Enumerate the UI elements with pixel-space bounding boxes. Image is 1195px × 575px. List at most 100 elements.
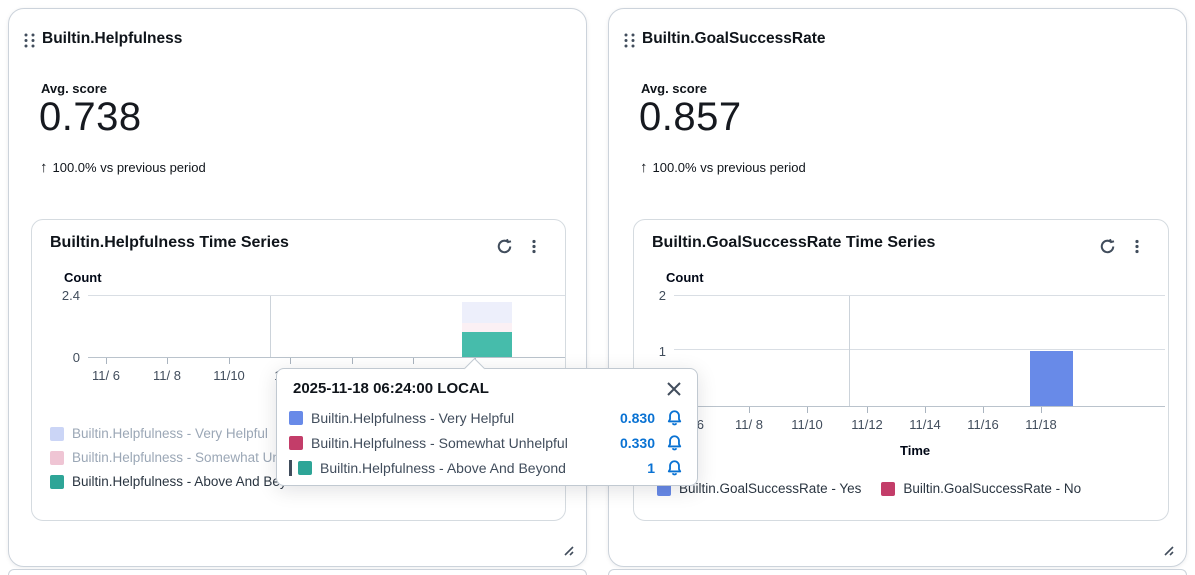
- trend-indicator: ↑ 100.0% vs previous period: [640, 160, 806, 175]
- x-tick-label: 11/12: [851, 417, 883, 432]
- metric-label: Avg. score: [41, 81, 107, 96]
- legend-label: Builtin.Helpfulness - Very Helpful: [72, 426, 268, 441]
- series-value-link[interactable]: 1: [647, 459, 655, 476]
- y-tick-label: 2.4: [61, 288, 80, 303]
- metric-value: 0.857: [639, 95, 742, 139]
- legend-item[interactable]: Builtin.Helpfulness - Above And Beyond: [50, 474, 320, 489]
- trend-up-icon: ↑: [40, 159, 48, 176]
- x-tick-mark: [749, 407, 750, 413]
- x-tick-mark: [983, 407, 984, 413]
- series-value-link[interactable]: 0.330: [619, 434, 655, 451]
- y-axis-title: Count: [666, 270, 704, 285]
- x-tick-label: 11/ 8: [735, 417, 763, 432]
- x-tick-mark: [1041, 407, 1042, 413]
- x-tick-label: 11/14: [909, 417, 941, 432]
- legend-label: Builtin.GoalSuccessRate - No: [903, 481, 1082, 496]
- x-tick-mark: [352, 358, 353, 364]
- bar-segment[interactable]: [462, 331, 512, 357]
- plot-area[interactable]: [674, 295, 1165, 413]
- horizontal-gridline: [674, 349, 1165, 350]
- legend-swatch: [50, 450, 64, 465]
- x-tick-label: 11/ 8: [153, 368, 181, 383]
- series-swatch: [289, 435, 303, 450]
- bar-segment[interactable]: [462, 302, 512, 324]
- legend-label: Builtin.Helpfulness - Somewhat Unhelpful: [72, 450, 320, 465]
- metric-value: 0.738: [39, 95, 142, 139]
- trend-up-icon: ↑: [640, 159, 648, 176]
- highlight-marker: [289, 459, 292, 476]
- legend-swatch: [50, 426, 64, 441]
- resize-handle[interactable]: [1160, 542, 1175, 557]
- drag-handle-icon[interactable]: [23, 32, 36, 49]
- resize-handle[interactable]: [560, 542, 575, 557]
- chart-title: Builtin.Helpfulness Time Series: [50, 234, 289, 251]
- legend-item[interactable]: Builtin.Helpfulness - Very Helpful: [50, 426, 320, 441]
- legend-label: Builtin.GoalSuccessRate - Yes: [679, 481, 862, 496]
- chart-legend: Builtin.Helpfulness - Very Helpful Built…: [50, 426, 320, 489]
- series-label: Builtin.Helpfulness - Somewhat Unhelpful: [311, 434, 568, 451]
- trend-text: 100.0% vs previous period: [52, 160, 206, 175]
- alarm-bell-icon[interactable]: [665, 409, 683, 427]
- x-tick-mark: [229, 358, 230, 364]
- x-axis-title: Time: [900, 443, 931, 458]
- widget-menu-button[interactable]: [523, 235, 545, 257]
- next-row-card-edge: [608, 569, 1187, 575]
- x-tick-label: 11/10: [213, 368, 245, 383]
- x-axis-labels: 11/ 6 11/ 8 11/10 11/12 11/14 11/16 11/1…: [674, 417, 1165, 433]
- widget-title: Builtin.GoalSuccessRate: [642, 30, 826, 47]
- series-label: Builtin.Helpfulness - Very Helpful: [311, 409, 515, 426]
- widget-card-goalsuccessrate: Builtin.GoalSuccessRate Avg. score 0.857…: [608, 8, 1187, 567]
- plot-area[interactable]: [88, 295, 565, 364]
- metric-label: Avg. score: [641, 81, 707, 96]
- legend-item[interactable]: Builtin.GoalSuccessRate - No: [881, 481, 1081, 496]
- series-label: Builtin.Helpfulness - Above And Beyond: [320, 459, 566, 476]
- x-tick-mark: [167, 358, 168, 364]
- close-icon[interactable]: [663, 378, 685, 400]
- x-tick-label: 11/ 6: [92, 368, 120, 383]
- x-tick-mark: [106, 358, 107, 364]
- vertical-gridline: [270, 296, 271, 357]
- refresh-button[interactable]: [1096, 235, 1118, 257]
- legend-swatch: [881, 481, 896, 496]
- chart-card-goalsuccessrate: Builtin.GoalSuccessRate Time Series Coun…: [633, 219, 1169, 521]
- next-row-card-edge: [8, 569, 587, 575]
- alarm-bell-icon[interactable]: [665, 434, 683, 452]
- refresh-button[interactable]: [493, 235, 515, 257]
- trend-text: 100.0% vs previous period: [652, 160, 806, 175]
- x-tick-mark: [867, 407, 868, 413]
- tooltip-timestamp: 2025-11-18 06:24:00 LOCAL: [293, 380, 489, 397]
- legend-label: Builtin.Helpfulness - Above And Beyond: [72, 474, 310, 489]
- x-tick-label: 11/16: [967, 417, 999, 432]
- x-tick-mark: [290, 358, 291, 364]
- x-tick-label: 11/18: [1025, 417, 1057, 432]
- tooltip-row: Builtin.Helpfulness - Very Helpful 0.830: [289, 405, 683, 430]
- vertical-gridline: [849, 296, 850, 406]
- series-value-link[interactable]: 0.830: [619, 409, 655, 426]
- bar-segment[interactable]: [1030, 351, 1073, 406]
- chart-title: Builtin.GoalSuccessRate Time Series: [652, 234, 936, 251]
- x-tick-mark: [925, 407, 926, 413]
- tooltip-rows: Builtin.Helpfulness - Very Helpful 0.830…: [289, 405, 683, 480]
- bar-segment[interactable]: [462, 323, 512, 332]
- chart-tooltip: 2025-11-18 06:24:00 LOCAL Builtin.Helpfu…: [276, 357, 698, 486]
- y-tick-label: 2: [658, 288, 666, 303]
- x-tick-mark: [807, 407, 808, 413]
- alarm-bell-icon[interactable]: [665, 459, 683, 477]
- tooltip-row: Builtin.Helpfulness - Somewhat Unhelpful…: [289, 430, 683, 455]
- x-tick-mark: [413, 358, 414, 364]
- widget-menu-button[interactable]: [1126, 235, 1148, 257]
- chart-legend: Builtin.GoalSuccessRate - Yes Builtin.Go…: [657, 481, 1081, 496]
- y-tick-label: 1: [658, 344, 666, 359]
- legend-swatch: [50, 474, 64, 489]
- series-swatch: [289, 410, 303, 425]
- widget-title: Builtin.Helpfulness: [42, 30, 183, 47]
- tooltip-row: Builtin.Helpfulness - Above And Beyond 1: [289, 455, 683, 480]
- y-axis-title: Count: [64, 270, 102, 285]
- x-tick-label: 11/10: [791, 417, 823, 432]
- y-tick-label: 0: [72, 350, 80, 365]
- drag-handle-icon[interactable]: [623, 32, 636, 49]
- legend-item[interactable]: Builtin.Helpfulness - Somewhat Unhelpful: [50, 450, 320, 465]
- trend-indicator: ↑ 100.0% vs previous period: [40, 160, 206, 175]
- series-swatch: [298, 460, 312, 475]
